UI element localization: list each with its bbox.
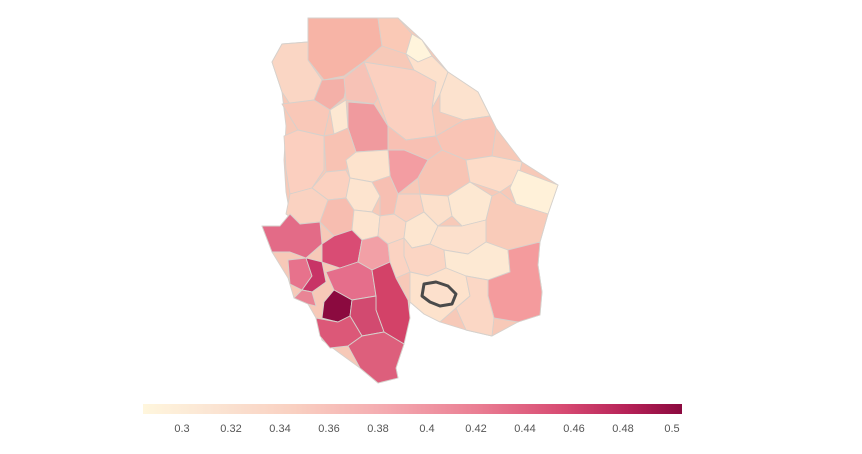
legend-tick: 0.48 [612,423,634,435]
legend-gradient-bar [143,404,682,414]
municipality[interactable] [487,241,543,323]
color-legend: 0.3 0.32 0.34 0.36 0.38 0.4 0.42 0.44 0.… [143,404,682,444]
municipality[interactable] [293,289,317,307]
choropleth-map [261,17,559,384]
municipality[interactable] [347,331,405,384]
municipality[interactable] [420,280,458,308]
municipality[interactable] [419,193,453,227]
municipality[interactable] [281,99,331,137]
legend-tick: 0.42 [465,423,487,435]
legend-tick: 0.34 [269,423,291,435]
legend-tick: 0.46 [563,423,585,435]
municipality[interactable] [455,275,495,337]
legend-tick: 0.38 [367,423,389,435]
legend-tick: 0.5 [664,423,680,435]
legend-tick: 0.44 [514,423,536,435]
legend-tick: 0.36 [318,423,340,435]
municipality[interactable] [439,71,491,121]
municipality[interactable] [343,61,379,105]
map-svg [261,17,559,384]
municipality[interactable] [345,149,391,183]
legend-tick: 0.4 [419,423,435,435]
municipality[interactable] [261,213,323,259]
municipality[interactable] [283,129,325,195]
legend-tick: 0.32 [220,423,242,435]
legend-tick: 0.3 [174,423,190,435]
